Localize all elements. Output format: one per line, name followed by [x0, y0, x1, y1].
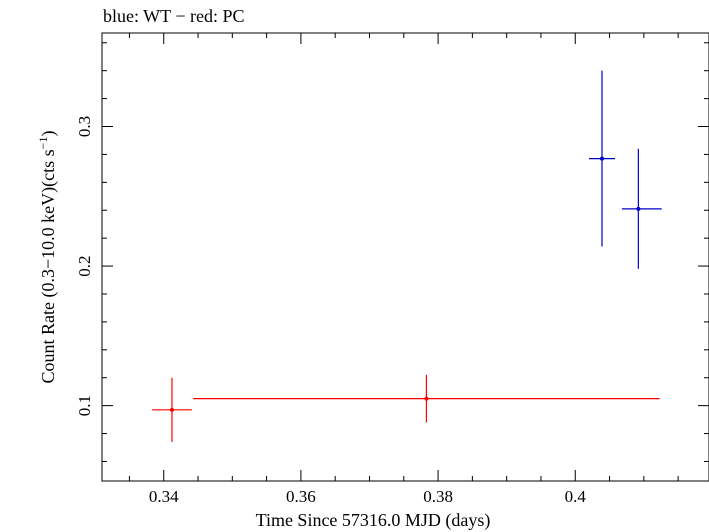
y-tick-label: 0.1 [75, 395, 94, 416]
x-tick-label: 0.4 [565, 487, 587, 506]
wt-data-point [600, 156, 605, 161]
x-tick-label: 0.38 [423, 487, 453, 506]
y-axis-title-main: Count Rate (0.3−10.0 keV)(cts s [38, 149, 59, 383]
y-tick-label: 0.2 [75, 255, 94, 276]
x-tick-label: 0.34 [149, 487, 179, 506]
y-axis-title-tail: ) [38, 131, 59, 137]
y-axis-title-exponent: −1 [36, 137, 50, 150]
y-axis-title: Count Rate (0.3−10.0 keV)(cts s−1) [36, 131, 59, 384]
x-axis-title: Time Since 57316.0 MJD (days) [256, 510, 491, 531]
plot-frame [101, 32, 709, 482]
wt-data-point [636, 206, 641, 211]
chart-title: blue: WT − red: PC [103, 6, 244, 26]
pc-data-point [424, 396, 429, 401]
pc-data-point [169, 407, 174, 412]
y-tick-label: 0.3 [75, 116, 94, 137]
data-points [152, 70, 662, 442]
x-tick-label: 0.36 [286, 487, 316, 506]
axis-ticks: 0.34 0.36 0.38 0.4 0.1 0.2 0.3 [75, 33, 709, 506]
